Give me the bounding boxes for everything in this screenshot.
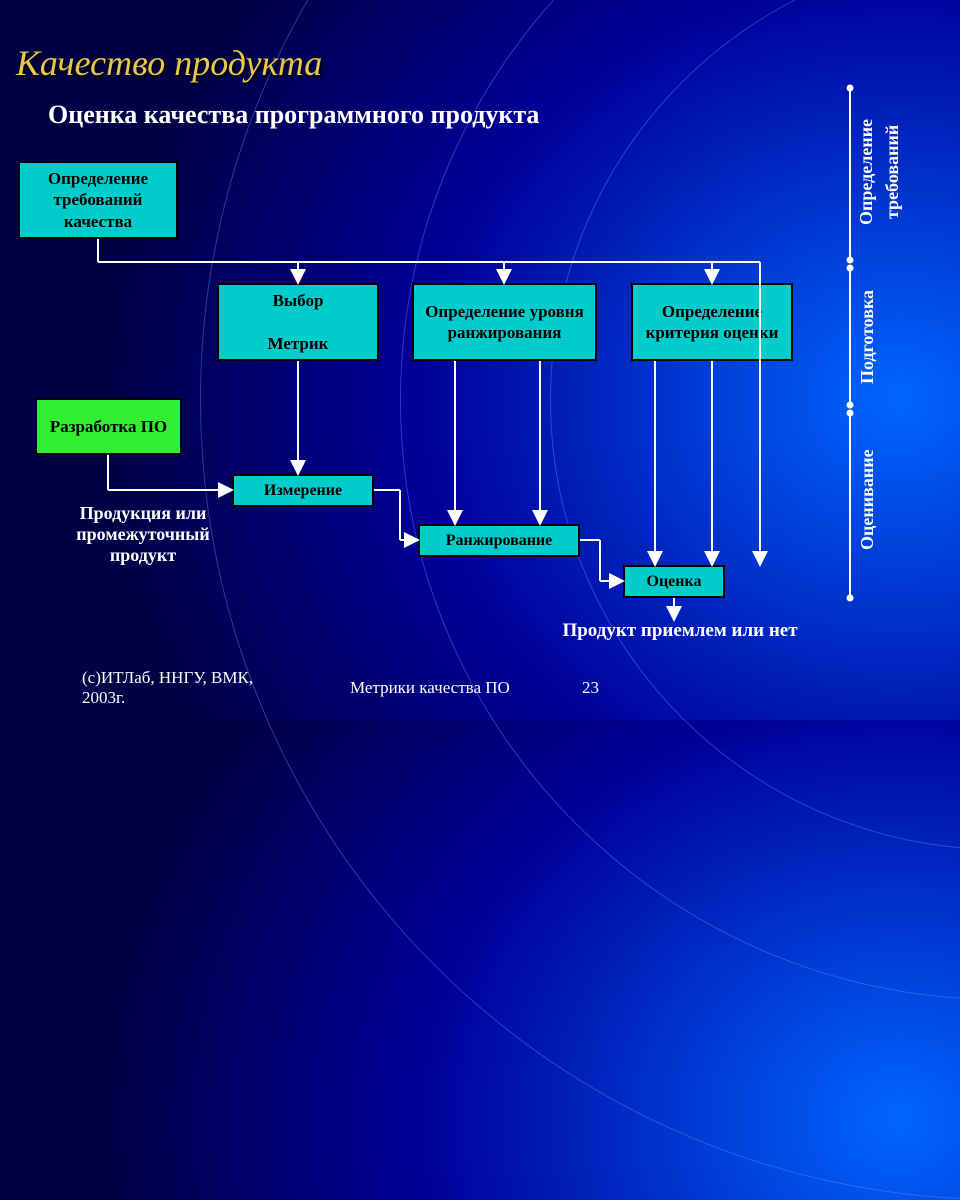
decor-arc — [200, 0, 960, 1200]
node-requirements: Определение требований качества — [18, 161, 178, 239]
footer-center: Метрики качества ПО — [350, 678, 510, 698]
node-rank: Ранжирование — [418, 524, 580, 557]
node-metrics: Выбор Метрик — [217, 283, 379, 361]
label-product: Продукция или промежуточный продукт — [48, 503, 238, 566]
label-acceptable: Продукт приемлем или нет — [540, 620, 820, 642]
node-measure: Измерение — [232, 474, 374, 507]
phase-label-3: Оценивание — [857, 410, 878, 590]
node-eval: Оценка — [623, 565, 725, 598]
footer-copyright: (с)ИТЛаб, ННГУ, ВМК, 2003г. — [82, 668, 282, 708]
node-dev: Разработка ПО — [35, 398, 182, 455]
phase-label-1b: требований — [882, 82, 903, 262]
slide-title: Качество продукта — [16, 42, 322, 84]
phase-label-1: Определение — [856, 82, 877, 262]
footer-page: 23 — [582, 678, 599, 698]
slide-subtitle: Оценка качества программного продукта — [48, 100, 539, 130]
phase-label-2: Подготовка — [857, 268, 878, 405]
node-ranking-level: Определение уровня ранжирования — [412, 283, 597, 361]
node-criteria: Определение критерия оценки — [631, 283, 793, 361]
